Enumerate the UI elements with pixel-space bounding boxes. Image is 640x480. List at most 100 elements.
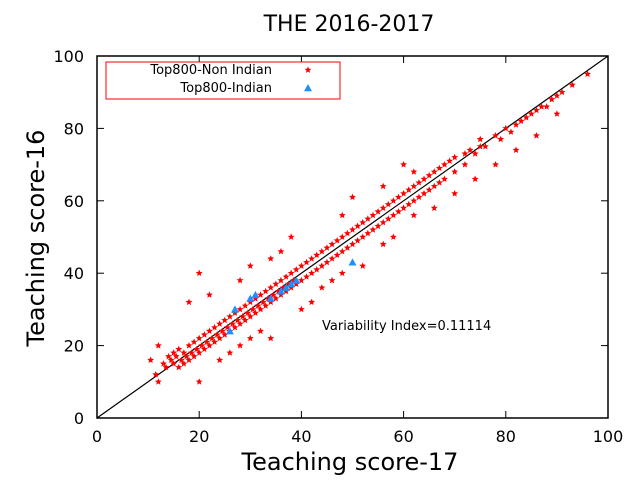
data-point-non-indian — [175, 363, 183, 371]
data-point-non-indian — [553, 92, 561, 99]
data-point-non-indian — [175, 345, 183, 353]
data-point-non-indian — [249, 305, 257, 313]
data-point-non-indian — [231, 309, 239, 316]
data-point-non-indian — [333, 237, 341, 244]
data-point-non-indian — [275, 287, 282, 295]
data-point-non-indian — [318, 247, 326, 255]
x-tick-label: 0 — [92, 427, 102, 446]
data-point-non-indian — [349, 226, 356, 233]
data-point-non-indian — [292, 280, 300, 287]
data-point-non-indian — [430, 204, 438, 211]
series-indian-points — [225, 258, 357, 335]
data-point-non-indian — [267, 255, 275, 262]
data-point-non-indian — [152, 371, 160, 378]
data-point-non-indian — [451, 190, 459, 197]
data-point-non-indian — [359, 233, 367, 240]
data-point-non-indian — [231, 323, 239, 331]
data-point-indian — [276, 287, 285, 295]
data-point-non-indian — [390, 211, 397, 219]
data-point-non-indian — [213, 331, 221, 338]
data-point-non-indian — [262, 287, 270, 295]
data-point-non-indian — [359, 262, 367, 269]
data-point-non-indian — [195, 378, 203, 385]
data-point-non-indian — [180, 360, 188, 367]
data-point-non-indian — [379, 218, 387, 226]
x-axis-label: Teaching score-17 — [241, 448, 459, 476]
data-point-non-indian — [195, 349, 203, 356]
data-point-non-indian — [198, 342, 206, 349]
y-tick-label: 80 — [64, 119, 84, 138]
data-point-indian — [225, 327, 234, 335]
data-point-non-indian — [298, 276, 305, 284]
data-point-non-indian — [206, 291, 213, 298]
y-tick-label: 60 — [64, 192, 84, 211]
data-point-non-indian — [400, 161, 407, 168]
legend: Top800-Non Indian Top800-Indian — [105, 61, 341, 100]
data-point-non-indian — [461, 150, 469, 157]
data-point-non-indian — [282, 287, 290, 295]
data-point-indian — [266, 294, 275, 302]
data-point-non-indian — [313, 266, 321, 273]
data-point-non-indian — [269, 291, 277, 298]
data-point-non-indian — [267, 298, 275, 306]
data-point-non-indian — [292, 266, 300, 273]
plot-area-frame — [96, 55, 609, 419]
data-point-non-indian — [323, 258, 331, 266]
data-point-non-indian — [415, 179, 423, 186]
data-point-non-indian — [527, 110, 535, 117]
data-point-non-indian — [374, 208, 382, 215]
y-tick-label: 40 — [64, 264, 84, 283]
data-point-non-indian — [533, 106, 540, 114]
data-point-non-indian — [318, 262, 326, 269]
data-point-non-indian — [318, 284, 326, 291]
data-point-non-indian — [239, 313, 247, 320]
data-point-non-indian — [568, 81, 576, 88]
variability-index-annotation: Variability Index=0.11114 — [322, 319, 491, 334]
data-point-indian — [348, 258, 357, 266]
data-point-non-indian — [211, 338, 218, 345]
legend-star-marker — [304, 66, 312, 73]
data-point-non-indian — [451, 153, 459, 161]
data-point-non-indian — [234, 316, 241, 324]
data-point-non-indian — [177, 356, 185, 363]
x-tick-label: 20 — [189, 427, 209, 446]
legend-label-non-indian: Top800-Non Indian — [149, 63, 272, 78]
legend-label-indian: Top800-Indian — [179, 81, 272, 96]
data-point-non-indian — [236, 305, 244, 313]
data-point-non-indian — [405, 186, 413, 193]
data-point-non-indian — [369, 211, 377, 219]
x-tick-label: 60 — [393, 427, 413, 446]
data-point-non-indian — [246, 313, 254, 320]
data-point-non-indian — [410, 197, 418, 204]
data-point-non-indian — [195, 269, 203, 277]
data-point-non-indian — [430, 182, 438, 190]
data-point-non-indian — [236, 276, 244, 284]
data-point-non-indian — [180, 349, 188, 356]
data-point-non-indian — [147, 356, 155, 363]
data-point-non-indian — [298, 262, 305, 269]
data-point-non-indian — [303, 258, 310, 266]
data-point-non-indian — [267, 284, 275, 291]
data-point-non-indian — [354, 222, 361, 230]
data-point-non-indian — [328, 255, 336, 262]
data-point-non-indian — [481, 142, 489, 150]
data-point-non-indian — [512, 146, 520, 153]
data-point-indian — [246, 294, 255, 302]
data-point-non-indian — [441, 161, 448, 168]
data-point-non-indian — [208, 334, 216, 342]
data-point-non-indian — [206, 327, 213, 334]
data-point-non-indian — [206, 342, 213, 349]
data-point-non-indian — [338, 269, 346, 277]
data-point-non-indian — [183, 352, 190, 360]
data-point-non-indian — [425, 171, 433, 179]
data-point-non-indian — [451, 168, 459, 175]
data-point-non-indian — [497, 135, 505, 143]
data-point-non-indian — [246, 262, 254, 269]
data-point-non-indian — [400, 204, 407, 211]
data-point-non-indian — [430, 168, 438, 175]
data-point-non-indian — [471, 175, 479, 182]
data-point-non-indian — [384, 200, 392, 208]
data-point-non-indian — [190, 352, 198, 360]
x-tick-label: 40 — [291, 427, 311, 446]
